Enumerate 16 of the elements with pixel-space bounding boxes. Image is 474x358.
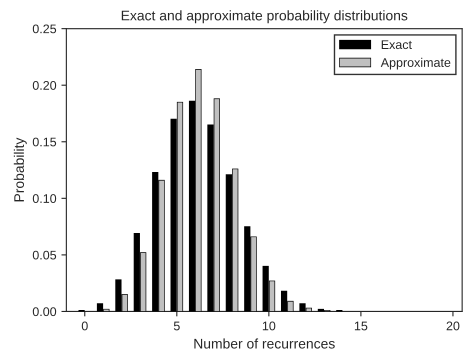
- y-tick-label: 0.10: [32, 194, 56, 203]
- y-tick-label: 0.25: [32, 24, 56, 34]
- y-tick-label: 0.00: [32, 307, 56, 316]
- legend-label: Exact: [382, 40, 412, 50]
- legend-label: Approximate: [380, 58, 450, 70]
- y-axis-title: Probability: [14, 138, 27, 202]
- x-tick-label: 5: [174, 322, 180, 330]
- x-tick-label: 20: [446, 322, 460, 330]
- x-tick-label: 10: [262, 322, 276, 330]
- y-tick-label: 0.05: [32, 250, 56, 260]
- x-axis-title: Number of recurrences: [194, 338, 335, 349]
- chart-title: Exact and approximate probability distributions: [122, 10, 408, 24]
- y-tick-label: 0.20: [32, 81, 56, 90]
- x-tick-label: 0: [82, 322, 88, 330]
- y-tick-label: 0.15: [32, 138, 56, 146]
- x-tick-label: 15: [354, 322, 368, 330]
